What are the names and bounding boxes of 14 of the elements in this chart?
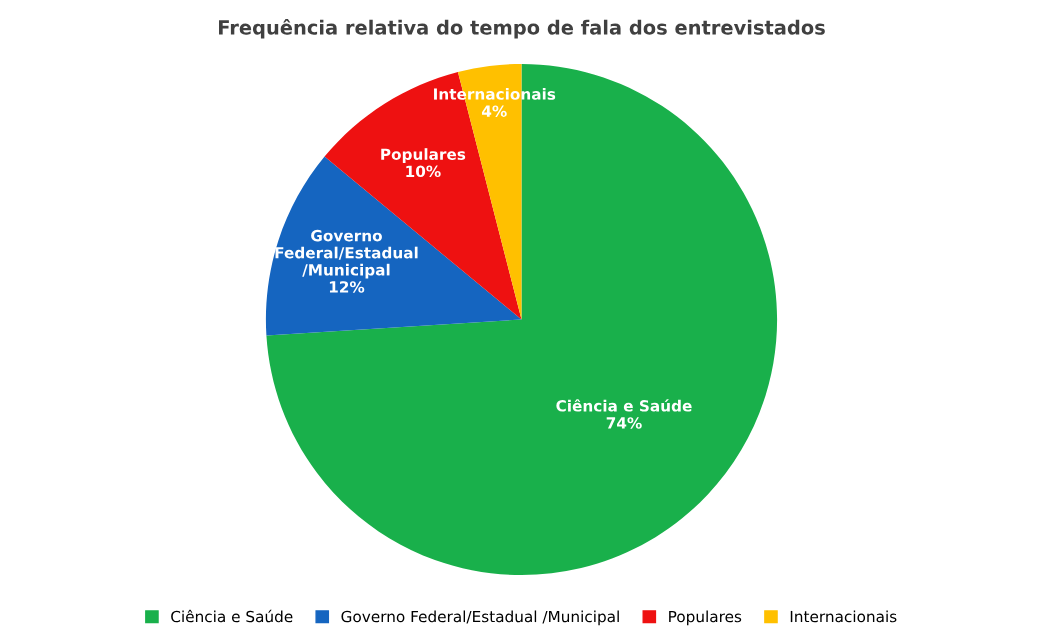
data-label: 74%: [606, 417, 642, 429]
chart-title: Frequência relativa do tempo de fala dos entrevistados: [219, 18, 825, 39]
legend-label: Populares: [669, 610, 742, 626]
slice-label: Ciência e Saúde: [556, 399, 692, 412]
legend-label: Governo Federal/Estadual /Municipal: [341, 610, 619, 626]
data-label: 12%: [329, 281, 365, 293]
pie-slice: [266, 63, 778, 576]
slice-label: Governo Federal/Estadual /Municipal: [275, 229, 418, 279]
slice-label: Internacionais: [434, 88, 556, 100]
legend-label: Ciência e Saúde: [171, 609, 293, 623]
data-label: 10%: [406, 165, 441, 178]
slice-label: Populares: [381, 148, 466, 163]
data-label: 4%: [481, 105, 507, 117]
legend-label: Internacionais: [790, 610, 897, 623]
